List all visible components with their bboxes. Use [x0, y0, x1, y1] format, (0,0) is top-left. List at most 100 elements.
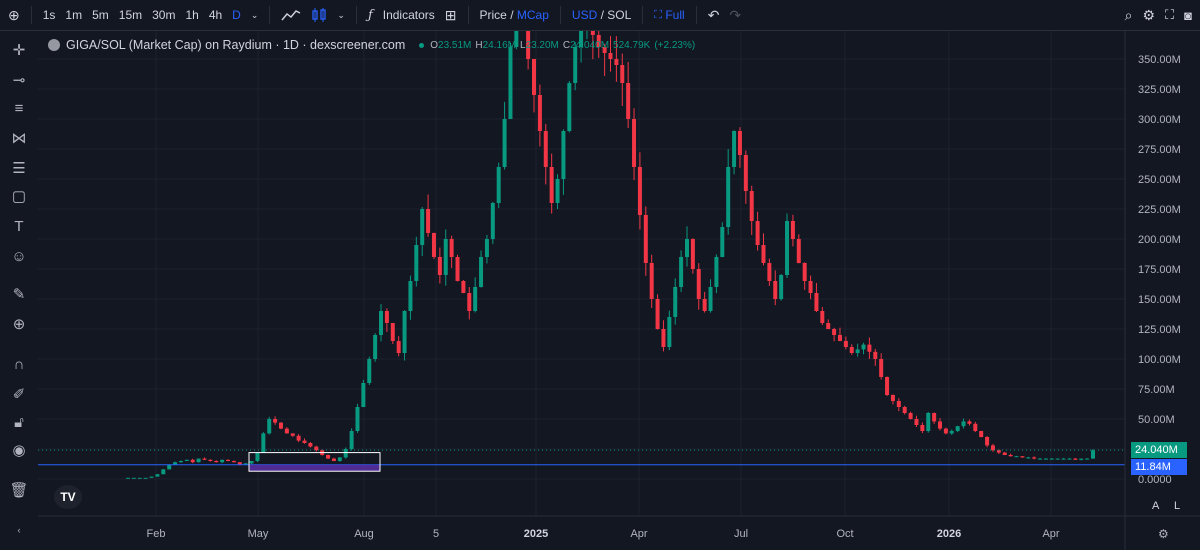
- candle-body: [614, 59, 619, 65]
- indicators-button[interactable]: Indicators: [382, 8, 435, 22]
- candles-icon[interactable]: [306, 0, 332, 30]
- shapes-icon[interactable]: ▢: [11, 188, 27, 205]
- candle-body: [967, 421, 972, 424]
- fib-icon[interactable]: ☰: [12, 160, 26, 177]
- candle-body: [449, 239, 454, 257]
- draw-lock-icon[interactable]: ✐: [12, 386, 26, 403]
- candle-body: [961, 421, 966, 427]
- trash-icon[interactable]: 🗑︎: [9, 482, 29, 499]
- quick-search-icon[interactable]: ⌕: [1124, 6, 1133, 23]
- gear-icon[interactable]: ⚙: [1142, 6, 1156, 23]
- legend-high: 24.16M: [482, 39, 516, 51]
- candle-body: [655, 299, 660, 329]
- candle-body: [802, 263, 807, 281]
- highlight-box[interactable]: [248, 452, 381, 472]
- candle-body: [808, 281, 813, 293]
- candle-body: [1061, 458, 1066, 460]
- price-axis[interactable]: 0.000025.00M50.00M75.00M100.00M125.00M15…: [1138, 54, 1181, 486]
- candle-body: [608, 53, 613, 59]
- last-price-badge: 24.040M: [1131, 442, 1187, 459]
- candle-body: [667, 317, 672, 347]
- tradingview-logo-icon[interactable]: TV: [54, 485, 82, 509]
- emoji-icon[interactable]: ☺: [11, 247, 27, 265]
- candle-body: [1038, 458, 1043, 460]
- price-toggle[interactable]: Price / MCap: [475, 0, 554, 30]
- candle-body: [390, 323, 395, 341]
- candle-body: [1073, 458, 1078, 460]
- candle-body: [126, 477, 130, 479]
- chevron-down-icon[interactable]: ⌄: [337, 9, 345, 20]
- candle-body: [314, 446, 319, 451]
- interval-5m[interactable]: 5m: [92, 8, 109, 22]
- redo-icon[interactable]: ↷: [729, 6, 742, 23]
- candle-body: [496, 167, 501, 203]
- chevron-left-icon[interactable]: ‹: [17, 525, 21, 535]
- line-chart-icon[interactable]: [276, 0, 306, 30]
- candle-body: [226, 459, 231, 461]
- time-axis[interactable]: Feb May Aug 5 2025 Apr Jul Oct 2026 Apr: [147, 528, 1060, 540]
- lock-icon[interactable]: 🔓︎: [14, 413, 24, 431]
- candle-body: [249, 461, 254, 464]
- candle-body: [602, 47, 607, 53]
- candle-body: [155, 474, 160, 477]
- auto-scale-button[interactable]: A: [1152, 500, 1160, 512]
- highlight-box-fill: [249, 464, 380, 472]
- undo-icon[interactable]: ↶: [707, 6, 720, 23]
- candle-body: [196, 458, 201, 463]
- candle-body: [679, 257, 684, 287]
- candle-body: [355, 407, 360, 431]
- plus-circle-icon[interactable]: ⊕: [8, 6, 20, 23]
- legend-title[interactable]: GIGA/SOL (Market Cap) on Raydium · 1D · …: [66, 38, 406, 52]
- chevron-down-icon[interactable]: ⌄: [250, 9, 259, 20]
- eye-icon[interactable]: ◉: [12, 442, 26, 459]
- interval-4h[interactable]: 4h: [208, 8, 223, 22]
- x-tick-label: Oct: [836, 528, 853, 540]
- candle-body: [855, 349, 860, 353]
- log-scale-button[interactable]: L: [1174, 500, 1181, 512]
- divider: [642, 6, 644, 24]
- usd-label: USD: [571, 8, 598, 22]
- y-tick-label: 150.00M: [1138, 294, 1181, 306]
- pattern-icon[interactable]: ⋈: [11, 130, 27, 147]
- candle-body: [790, 221, 795, 239]
- candle-body: [431, 233, 436, 257]
- y-tick-label: 75.00M: [1138, 384, 1175, 396]
- currency-toggle[interactable]: USD / SOL: [567, 0, 636, 30]
- fullscreen-icon[interactable]: ⛶: [1165, 7, 1175, 22]
- y-tick-label: 0.0000: [1138, 474, 1172, 486]
- interval-1s[interactable]: 1s: [42, 8, 56, 22]
- candle-body: [785, 221, 790, 275]
- interval-15m[interactable]: 15m: [118, 8, 143, 22]
- candle-body: [514, 31, 519, 47]
- fx-icon[interactable]: ƒ: [367, 7, 373, 23]
- full-toggle[interactable]: ⛶ Full: [649, 0, 689, 30]
- price-chart[interactable]: 0.000025.00M50.00M75.00M100.00M125.00M15…: [38, 31, 1200, 550]
- candle-body: [278, 422, 283, 429]
- zoom-in-icon[interactable]: ⊕: [12, 316, 26, 333]
- candle-body: [367, 359, 372, 383]
- interval-1m[interactable]: 1m: [65, 8, 83, 22]
- line-price-badge: 11.84M: [1131, 458, 1187, 475]
- candle-body: [902, 407, 907, 413]
- interval-d[interactable]: D: [232, 8, 241, 22]
- crosshair-icon[interactable]: ✛: [12, 42, 26, 59]
- candle-body: [402, 311, 407, 353]
- candle-body: [408, 281, 413, 311]
- parallel-lines-icon[interactable]: ≡: [14, 99, 24, 117]
- horizontal-line-icon[interactable]: ⊸: [12, 72, 26, 89]
- candle-body: [426, 209, 431, 233]
- magnet-icon[interactable]: ∩: [13, 355, 25, 373]
- candle-body: [208, 459, 213, 461]
- camera-icon[interactable]: ◙: [1184, 7, 1192, 23]
- interval-30m[interactable]: 30m: [152, 8, 176, 22]
- divider: [30, 6, 32, 24]
- candle-body: [573, 47, 578, 83]
- gear-icon[interactable]: ⚙: [1158, 527, 1169, 541]
- ruler-icon[interactable]: ✎: [12, 286, 26, 303]
- layout-grid-icon[interactable]: ⊞: [444, 6, 457, 23]
- legend-o-label: O: [430, 39, 439, 51]
- interval-1h[interactable]: 1h: [185, 8, 199, 22]
- text-icon[interactable]: T: [14, 217, 24, 235]
- candle-body: [896, 401, 901, 407]
- legend-close: 24.040M: [570, 39, 610, 51]
